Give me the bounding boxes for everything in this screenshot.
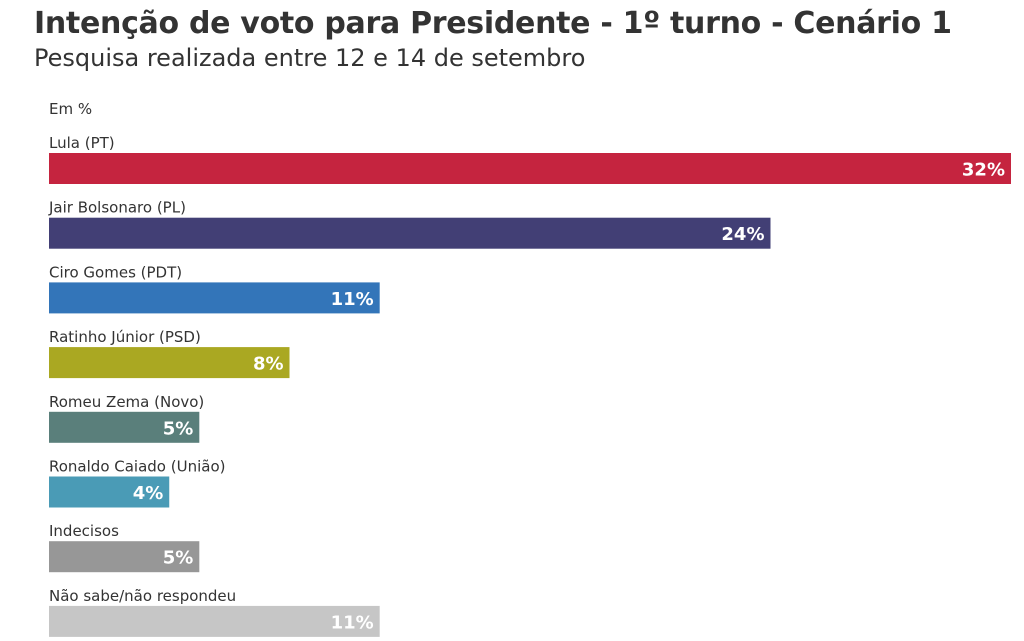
category-label: Indecisos bbox=[49, 522, 119, 540]
chart-title: Intenção de voto para Presidente - 1º tu… bbox=[34, 6, 952, 41]
bar-value-label: 5% bbox=[163, 548, 194, 569]
category-label: Jair Bolsonaro (PL) bbox=[48, 199, 186, 217]
bar-value-label: 11% bbox=[331, 612, 374, 633]
bar bbox=[49, 217, 771, 249]
bar-value-label: 32% bbox=[962, 160, 1005, 181]
bar bbox=[49, 411, 200, 443]
chart-subtitle: Pesquisa realizada entre 12 e 14 de sete… bbox=[34, 44, 586, 72]
bar-value-label: 11% bbox=[331, 289, 374, 310]
bar bbox=[49, 347, 290, 379]
bar-value-label: 24% bbox=[721, 224, 764, 245]
category-label: Ratinho Júnior (PSD) bbox=[49, 328, 201, 346]
unit-label: Em % bbox=[49, 100, 93, 118]
category-label: Ciro Gomes (PDT) bbox=[49, 263, 182, 281]
bar bbox=[49, 476, 170, 508]
bar-value-label: 4% bbox=[133, 483, 164, 504]
bar-value-label: 5% bbox=[163, 418, 194, 439]
bar bbox=[49, 153, 1011, 184]
category-label: Romeu Zema (Novo) bbox=[49, 393, 204, 411]
bar bbox=[49, 541, 200, 573]
bar bbox=[49, 282, 380, 314]
category-label: Lula (PT) bbox=[49, 134, 115, 152]
bar-value-label: 8% bbox=[253, 354, 284, 375]
bar bbox=[49, 605, 380, 637]
category-label: Ronaldo Caiado (União) bbox=[49, 458, 225, 476]
category-label: Não sabe/não respondeu bbox=[49, 587, 236, 605]
